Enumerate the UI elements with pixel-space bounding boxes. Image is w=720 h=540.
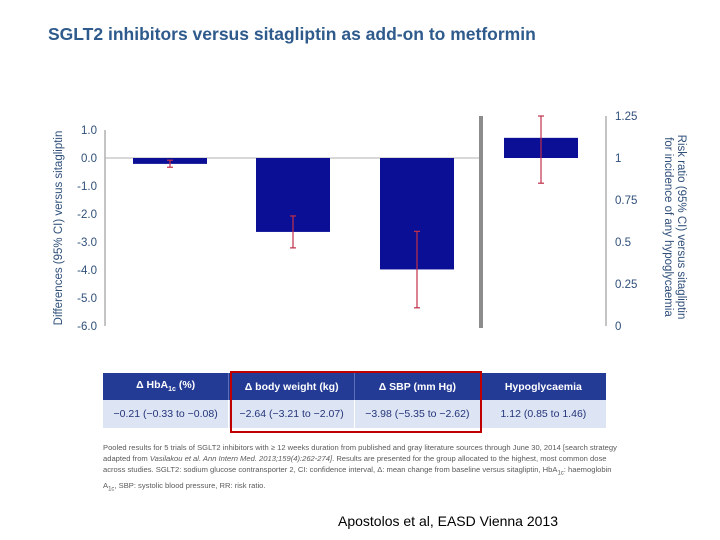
right-tick-label: 0.75 xyxy=(615,195,637,207)
right-axis-label-line: for incidence of any hypoglycaemia xyxy=(662,137,674,317)
left-tick-label: 1.0 xyxy=(81,125,97,137)
right-tick-label: 0.5 xyxy=(615,237,631,249)
right-axis-label-line: Risk ratio (95% CI) versus sitagliptin xyxy=(675,135,687,320)
cell-sbp: −3.98 (−5.35 to −2.62) xyxy=(354,400,481,428)
highlight-box xyxy=(230,371,482,433)
left-tick-label: -1.0 xyxy=(77,181,97,193)
header-hypoglycaemia: Hypoglycaemia xyxy=(480,373,606,400)
left-tick-label: -4.0 xyxy=(77,265,97,277)
right-tick-label: 1.25 xyxy=(615,111,637,123)
chart: 1.0 0.0 -1.0 -2.0 -3.0 -4.0 -5.0 -6.0 1.25 1 0.75 0… xyxy=(53,111,687,333)
footnote: Pooled results for 5 trials of SGLT2 inh… xyxy=(103,443,617,493)
left-axis-label: Differences (95% CI) versus sitagliptin xyxy=(53,131,65,326)
left-tick-label: -6.0 xyxy=(77,321,97,333)
header-body-weight: Δ body weight (kg) xyxy=(228,373,355,400)
left-tick-label: 0.0 xyxy=(81,153,97,165)
header-sbp: Δ SBP (mm Hg) xyxy=(354,373,481,400)
left-tick-label: -3.0 xyxy=(77,237,97,249)
slide-title: SGLT2 inhibitors versus sitagliptin as a… xyxy=(48,24,536,44)
right-axis-label: Risk ratio (95% CI) versus sitagliptinfo… xyxy=(662,135,687,320)
cell-body-weight: −2.64 (−3.21 to −2.07) xyxy=(228,400,355,428)
left-tick-label: -2.0 xyxy=(77,209,97,221)
right-tick-label: 0 xyxy=(615,321,621,333)
citation: Apostolos et al, EASD Vienna 2013 xyxy=(338,513,559,529)
left-tick-label: -5.0 xyxy=(77,293,97,305)
cell-hba1c: −0.21 (−0.33 to −0.08) xyxy=(103,400,230,428)
cell-hypoglycaemia: 1.12 (0.85 to 1.46) xyxy=(480,400,606,428)
header-hba1c: Δ HbA1c (%) xyxy=(103,373,230,400)
right-tick-label: 1 xyxy=(615,153,621,165)
summary-table: Δ HbA1c (%) Δ body weight (kg) Δ SBP (mm… xyxy=(103,373,606,428)
table-header-row: Δ HbA1c (%) Δ body weight (kg) Δ SBP (mm… xyxy=(103,373,606,400)
right-tick-label: 0.25 xyxy=(615,279,637,291)
table-row: −0.21 (−0.33 to −0.08) −2.64 (−3.21 to −… xyxy=(103,400,606,428)
